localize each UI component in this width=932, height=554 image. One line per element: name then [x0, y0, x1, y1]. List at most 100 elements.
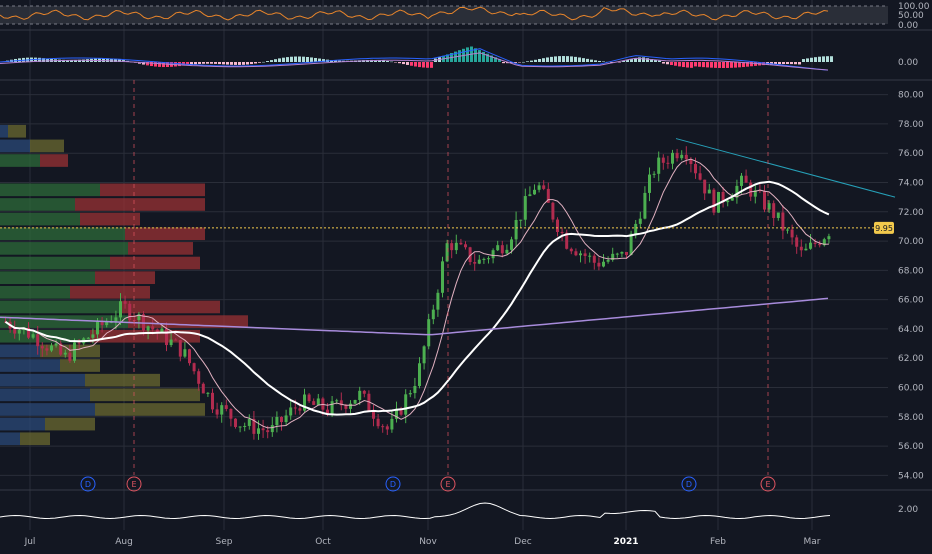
price-axis[interactable]: 80.00 78.00 76.00 74.00 72.00 70.00 68.00 66.00…	[874, 2, 930, 515]
dividend-marker[interactable]: D	[385, 476, 401, 492]
macd-histogram-bar	[534, 59, 537, 62]
price-candle	[151, 326, 155, 330]
price-candle	[556, 219, 559, 232]
price-candle	[418, 363, 421, 386]
price-candle	[822, 239, 826, 246]
dividend-marker-circle	[385, 476, 401, 492]
volume-profile-down-bar	[128, 242, 193, 255]
macd-histogram-bar	[622, 60, 625, 62]
price-candle	[206, 392, 210, 394]
dividend-marker[interactable]: D	[681, 476, 697, 492]
volume-profile	[0, 124, 248, 446]
price-candle	[537, 185, 541, 190]
price-candle	[629, 233, 633, 256]
time-axis[interactable]: Jul Aug Sep Oct Nov Dec 2021 Feb Mar	[24, 537, 821, 547]
volume-profile-up-bar	[0, 403, 95, 416]
price-candle	[146, 326, 150, 331]
macd-histogram-bar	[510, 62, 513, 64]
price-candle	[169, 339, 173, 346]
price-candle	[211, 392, 214, 410]
macd-line	[0, 48, 829, 71]
macd-histogram-bar	[526, 61, 529, 62]
price-candle	[312, 401, 316, 405]
dividend-marker[interactable]: D	[80, 476, 96, 492]
time-axis-label: Oct	[315, 537, 331, 547]
macd-histogram-bar	[386, 60, 389, 62]
macd-histogram-bar	[750, 62, 753, 67]
macd-histogram-bar	[626, 59, 629, 62]
macd-histogram-bar	[338, 60, 341, 62]
macd-histogram-bar	[602, 61, 605, 62]
macd-histogram-bar	[250, 62, 253, 65]
price-candle	[234, 418, 237, 427]
last-price-tag[interactable]: 9.95	[874, 221, 894, 234]
earnings-marker[interactable]: E	[440, 476, 456, 492]
price-candle	[445, 243, 449, 262]
volume-profile-down-bar	[30, 139, 64, 153]
macd-histogram-bar	[282, 57, 285, 62]
macd-histogram-bar	[682, 62, 685, 68]
price-pane[interactable]	[0, 80, 896, 475]
price-candle	[390, 418, 394, 430]
macd-histogram-bar	[558, 56, 561, 62]
macd-histogram-bar	[162, 62, 165, 68]
macd-signal-line	[0, 52, 829, 71]
price-candle	[280, 416, 283, 423]
price-candle	[123, 301, 127, 304]
price-candle	[50, 345, 53, 351]
macd-histogram-bar	[694, 62, 697, 67]
macd-histogram-bar	[574, 56, 577, 62]
price-candle	[661, 157, 665, 163]
price-candle	[335, 400, 339, 402]
volume-profile-up-bar	[0, 373, 85, 387]
macd-histogram-bar	[646, 58, 649, 62]
macd-histogram-bar	[778, 62, 781, 65]
price-candle	[813, 242, 817, 244]
price-candle	[13, 328, 17, 334]
rsi-axis-label: 100.00	[898, 2, 930, 12]
price-candle	[45, 348, 49, 351]
macd-histogram-bar	[514, 62, 517, 63]
macd-histogram-bar	[742, 62, 745, 68]
price-candle	[569, 248, 573, 252]
macd-histogram-bar	[762, 62, 765, 66]
macd-histogram-bar	[770, 62, 773, 65]
price-candle	[17, 330, 21, 334]
macd-histogram-bar	[722, 62, 725, 68]
price-candle	[372, 411, 375, 419]
price-candle	[63, 352, 67, 355]
price-candle	[809, 242, 812, 249]
volume-profile-up-bar	[0, 154, 40, 167]
price-candle	[96, 320, 99, 335]
volume-profile-down-bar	[120, 300, 220, 314]
price-axis-label: 60.00	[898, 384, 924, 394]
price-candle	[54, 343, 58, 346]
volume-profile-down-bar	[128, 315, 248, 328]
price-axis-label: 64.00	[898, 325, 924, 335]
macd-histogram-bar	[186, 62, 189, 66]
macd-histogram-bar	[566, 56, 569, 62]
price-candle	[220, 405, 224, 415]
macd-histogram-bar	[74, 59, 77, 62]
volume-profile-up-bar	[0, 300, 120, 314]
price-candle	[749, 182, 753, 197]
price-candle	[298, 408, 302, 411]
macd-histogram-bar	[666, 62, 669, 65]
dividend-marker-label: D	[85, 480, 91, 489]
earnings-marker[interactable]: E	[760, 476, 776, 492]
macd-histogram-bar	[154, 62, 157, 67]
price-candle	[735, 185, 739, 198]
price-candle	[178, 340, 182, 357]
price-candle	[560, 231, 564, 233]
earnings-marker[interactable]: E	[126, 476, 142, 492]
macd-histogram-bar	[670, 62, 673, 66]
time-axis-label: 2021	[613, 537, 638, 547]
price-candle	[694, 164, 697, 174]
price-candle	[477, 259, 481, 264]
price-candle	[192, 363, 196, 372]
price-candle	[344, 405, 348, 409]
price-candle	[482, 258, 486, 260]
